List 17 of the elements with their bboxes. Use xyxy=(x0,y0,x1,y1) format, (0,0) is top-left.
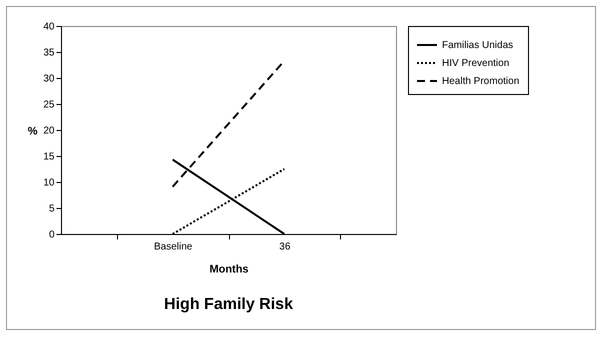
x-axis-title: Months xyxy=(209,264,249,276)
y-tick-label: 5 xyxy=(48,204,55,214)
y-tick-label: 40 xyxy=(43,22,55,32)
y-tick-label: 20 xyxy=(43,126,55,136)
y-tick-label: 0 xyxy=(48,230,55,240)
legend-label: Health Promotion xyxy=(442,76,520,87)
legend-label: Familias Unidas xyxy=(442,40,514,51)
y-tick-label: 30 xyxy=(43,74,55,84)
y-tick-label: 25 xyxy=(43,100,55,110)
x-tick-label: Baseline xyxy=(154,242,193,252)
text: High Family Risk xyxy=(164,296,294,313)
legend-label: HIV Prevention xyxy=(442,58,510,69)
y-axis-title: % xyxy=(28,126,38,138)
x-tick-label: 36 xyxy=(279,242,291,252)
y-tick-label: 10 xyxy=(43,178,55,188)
y-tick-label: 35 xyxy=(43,48,55,58)
y-tick-label: 15 xyxy=(43,152,55,162)
